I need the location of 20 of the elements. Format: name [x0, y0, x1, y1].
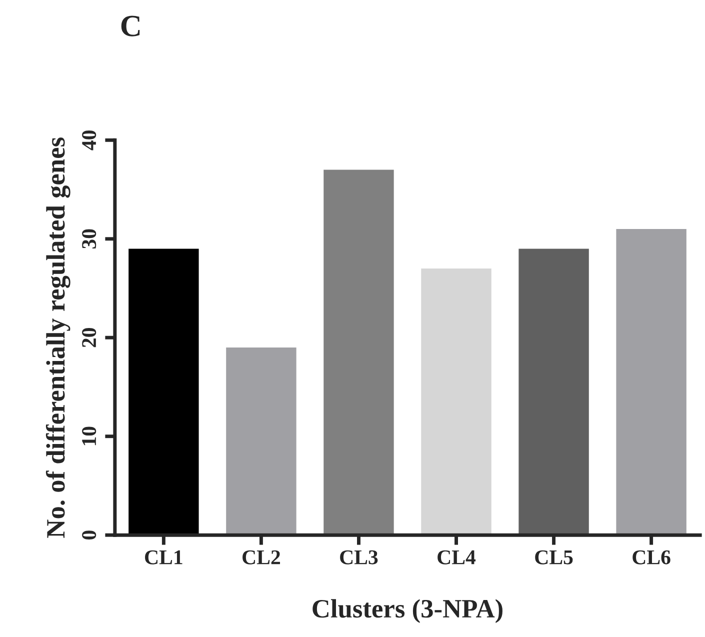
x-tick-label: CL4 [438, 550, 476, 564]
bar [518, 248, 589, 536]
y-tick-label: 40 [82, 130, 96, 150]
x-tick-label: CL5 [535, 550, 573, 564]
x-tick-label: CL1 [145, 550, 182, 564]
chart-title: C [121, 16, 140, 36]
x-tick-label: CL6 [632, 550, 670, 564]
y-tick-label: 10 [82, 426, 96, 446]
y-tick-label: 30 [82, 229, 96, 249]
bar [616, 229, 686, 536]
x-tick-label: CL3 [340, 550, 378, 564]
x-axis-title: Clusters (3-NPA) [312, 599, 502, 624]
y-tick-label: 20 [82, 328, 96, 348]
y-tick-label: 0 [82, 530, 96, 540]
bar [226, 347, 296, 536]
x-tick-label: CL2 [242, 550, 280, 564]
bar [421, 268, 492, 536]
bar [324, 170, 394, 536]
y-axis-title: No. of differentially regulated genes [46, 138, 70, 538]
bar [128, 248, 199, 536]
